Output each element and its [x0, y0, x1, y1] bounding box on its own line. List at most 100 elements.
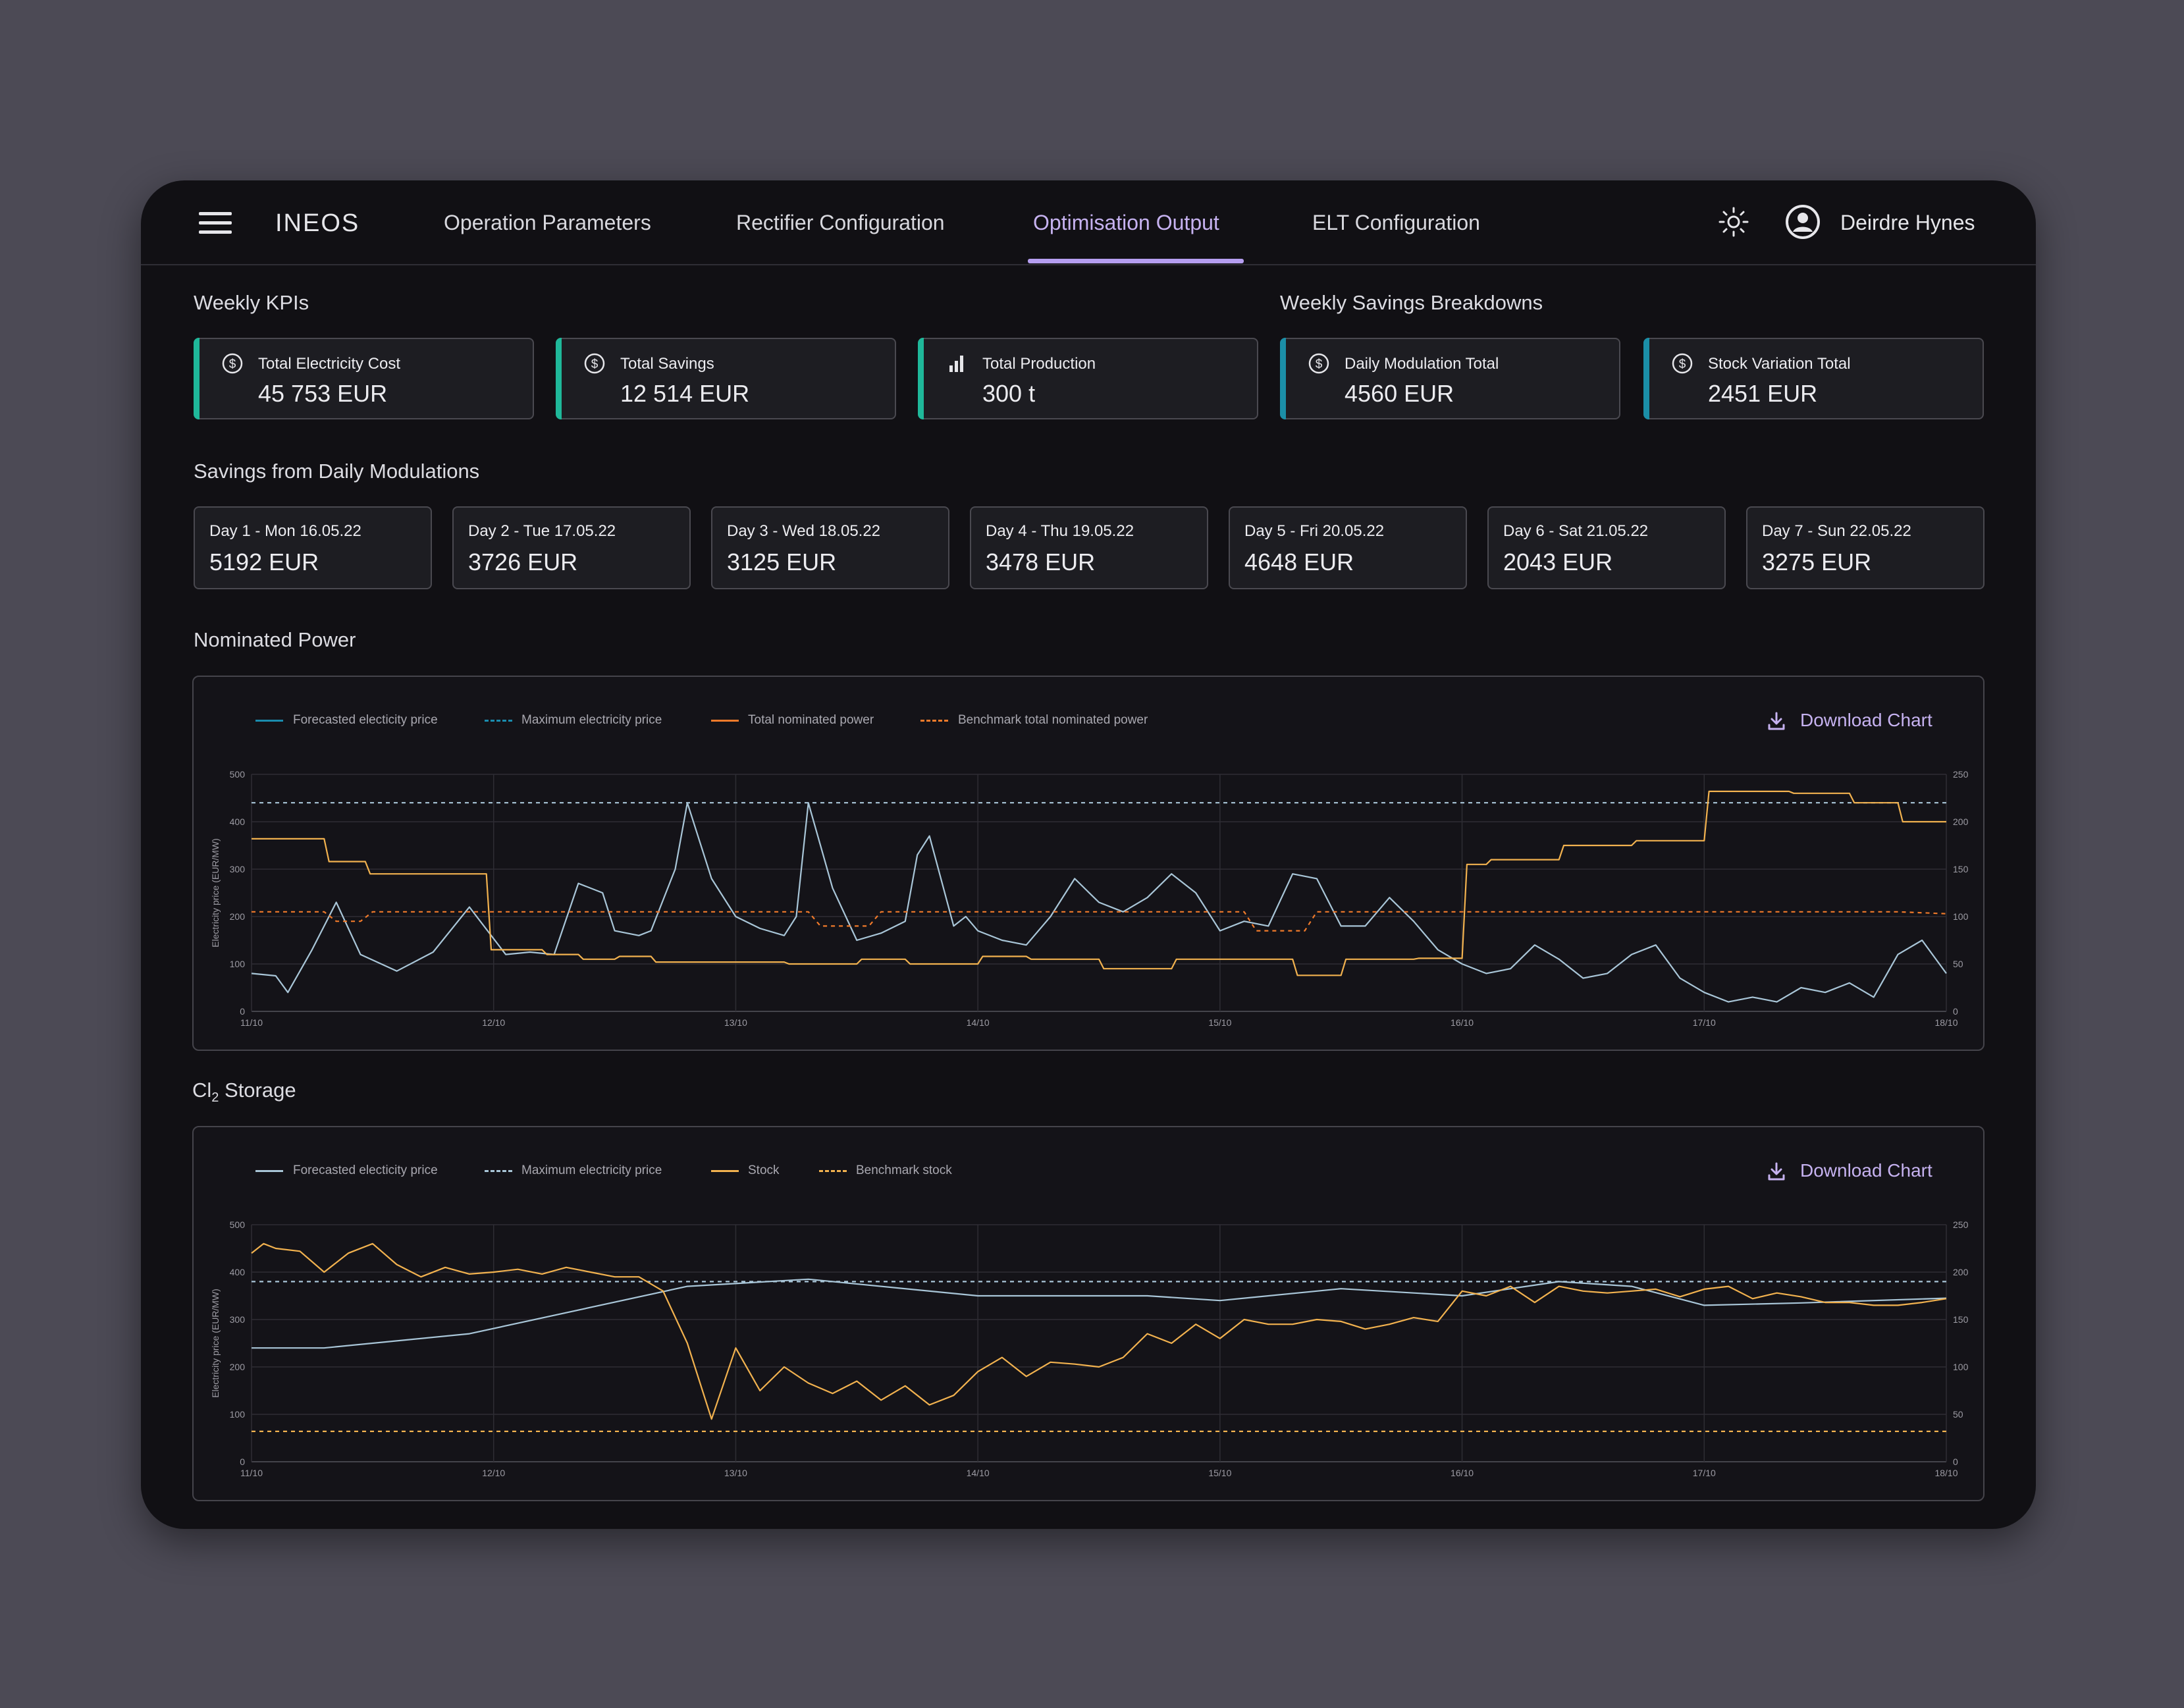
day-value: 2043 EUR: [1503, 548, 1613, 575]
x-tick-label: 16/10: [1451, 1017, 1474, 1028]
daily-modulations-title: Savings from Daily Modulations: [194, 460, 480, 483]
weekly-savings-title: Weekly Savings Breakdowns: [1280, 291, 1543, 314]
x-tick-label: 17/10: [1693, 1468, 1716, 1478]
kpi-label: Total Electricity Cost: [258, 355, 401, 373]
y-tick-label: 200: [230, 911, 246, 922]
sun-icon[interactable]: [1718, 207, 1749, 237]
legend-swatch: [711, 1170, 739, 1172]
x-tick-label: 14/10: [967, 1017, 990, 1028]
dollar-circle-icon: $: [584, 353, 605, 374]
dollar-circle-icon: $: [222, 353, 243, 374]
legend-benchmark-nominated-power[interactable]: Benchmark total nominated power: [958, 713, 1148, 727]
svg-text:$: $: [229, 358, 236, 371]
legend-swatch: [255, 1170, 283, 1172]
legend-swatch: [920, 720, 948, 722]
day-card: Day 1 - Mon 16.05.22 5192 EUR: [194, 506, 432, 589]
kpi-value: 4560 EUR: [1345, 380, 1454, 407]
kpi-accent-bar: [194, 338, 200, 419]
cl2-title-text: Cl: [192, 1079, 212, 1102]
y-tick-label: 400: [230, 816, 246, 827]
cl2-storage-plot: 0 100 200 300 400 500 0 50 100 150 200 250 11/10 12/1…: [210, 1219, 1969, 1478]
kpi-value: 45 753 EUR: [258, 380, 388, 407]
app-window: INEOS Operation Parameters Rectifier Con…: [141, 180, 2036, 1529]
legend-benchmark-stock[interactable]: Benchmark stock: [856, 1163, 952, 1177]
y2-tick-label: 200: [1953, 816, 1969, 827]
x-tick-label: 16/10: [1451, 1468, 1474, 1478]
y-tick-label: 400: [230, 1267, 246, 1277]
day-label: Day 2 - Tue 17.05.22: [468, 522, 616, 540]
x-tick-label: 12/10: [482, 1468, 505, 1478]
day-card: Day 5 - Fri 20.05.22 4648 EUR: [1229, 506, 1467, 589]
tab-operation-parameters[interactable]: Operation Parameters: [444, 211, 651, 234]
y-axis-label: Electricity price (EUR/MW): [210, 838, 221, 947]
series-line-0: [252, 1278, 1947, 1349]
day-card: Day 7 - Sun 22.05.22 3275 EUR: [1746, 506, 1984, 589]
series-line-2: [251, 1242, 1947, 1420]
tab-rectifier-configuration[interactable]: Rectifier Configuration: [736, 211, 945, 234]
dollar-circle-icon: $: [1308, 353, 1329, 374]
cl2-storage-title: Cl2 Storage: [192, 1079, 296, 1106]
day-label: Day 1 - Mon 16.05.22: [209, 522, 361, 540]
x-tick-label: 11/10: [240, 1017, 263, 1028]
day-card: Day 6 - Sat 21.05.22 2043 EUR: [1487, 506, 1726, 589]
download-icon: [1768, 712, 1785, 730]
dollar-circle-icon: $: [1672, 353, 1693, 374]
day-label: Day 7 - Sun 22.05.22: [1762, 522, 1911, 540]
y-tick-label: 100: [230, 959, 246, 969]
tab-elt-configuration[interactable]: ELT Configuration: [1312, 211, 1480, 234]
legend-swatch: [255, 720, 283, 722]
kpi-label: Total Savings: [620, 355, 714, 373]
kpi-value: 12 514 EUR: [620, 380, 750, 407]
day-value: 3275 EUR: [1762, 548, 1872, 575]
cl2-storage-chart: Forecasted electicity price Maximum elec…: [192, 1126, 1984, 1501]
y-tick-label: 300: [230, 1314, 246, 1325]
bar-chart-icon: [949, 356, 963, 372]
y-tick-label: 200: [230, 1362, 246, 1372]
y-tick-label: 300: [230, 864, 246, 874]
y-tick-label: 0: [240, 1006, 245, 1017]
y2-tick-label: 50: [1953, 959, 1963, 969]
kpi-label: Total Production: [982, 355, 1096, 373]
x-tick-label: 11/10: [240, 1468, 263, 1478]
day-label: Day 3 - Wed 18.05.22: [727, 522, 881, 540]
kpi-card-stock-variation-total: $ Stock Variation Total 2451 EUR: [1643, 338, 1984, 419]
download-icon: [1768, 1162, 1785, 1181]
kpi-card-total-electricity-cost: $ Total Electricity Cost 45 753 EUR: [194, 338, 534, 419]
legend-forecasted-price[interactable]: Forecasted electicity price: [293, 1163, 438, 1177]
kpi-card-total-production: Total Production 300 t: [918, 338, 1258, 419]
weekly-kpis-title: Weekly KPIs: [194, 291, 309, 314]
series-line-2: [252, 790, 1946, 976]
x-tick-label: 13/10: [724, 1017, 747, 1028]
legend-forecasted-price[interactable]: Forecasted electicity price: [293, 713, 438, 727]
y-tick-label: 500: [230, 1219, 246, 1230]
legend-maximum-price[interactable]: Maximum electricity price: [521, 713, 662, 727]
nominated-power-plot: 0 100 200 300 400 500 0 50 100 150 200 250 11/10 12/1…: [210, 769, 1969, 1028]
legend-swatch: [819, 1170, 847, 1172]
svg-text:$: $: [1316, 358, 1323, 371]
download-chart-label: Download Chart: [1800, 1160, 1932, 1181]
kpi-value: 2451 EUR: [1708, 380, 1818, 407]
user-name[interactable]: Deirdre Hynes: [1840, 211, 1975, 234]
kpi-value: 300 t: [982, 380, 1036, 407]
kpi-accent-bar: [556, 338, 562, 419]
legend-swatch: [485, 1170, 512, 1172]
kpi-card-daily-modulation-total: $ Daily Modulation Total 4560 EUR: [1280, 338, 1620, 419]
x-tick-label: 18/10: [1934, 1468, 1958, 1478]
legend-total-nominated-power[interactable]: Total nominated power: [748, 713, 874, 727]
y-tick-label: 100: [230, 1409, 246, 1420]
y2-tick-label: 0: [1953, 1006, 1958, 1017]
cl2-title-subscript: 2: [211, 1090, 219, 1106]
series-line-0: [251, 802, 1947, 1003]
kpi-label: Stock Variation Total: [1708, 355, 1851, 373]
svg-text:$: $: [591, 358, 599, 371]
legend-maximum-price[interactable]: Maximum electricity price: [521, 1163, 662, 1177]
kpi-accent-bar: [1643, 338, 1649, 419]
top-nav-bar: INEOS Operation Parameters Rectifier Con…: [141, 180, 2036, 265]
legend-stock[interactable]: Stock: [748, 1163, 780, 1177]
y2-tick-label: 0: [1953, 1456, 1958, 1467]
y2-tick-label: 150: [1953, 864, 1969, 874]
menu-icon[interactable]: [199, 212, 232, 234]
tab-optimisation-output[interactable]: Optimisation Output: [1033, 211, 1219, 234]
legend-swatch: [485, 720, 512, 722]
avatar[interactable]: [1785, 204, 1821, 240]
